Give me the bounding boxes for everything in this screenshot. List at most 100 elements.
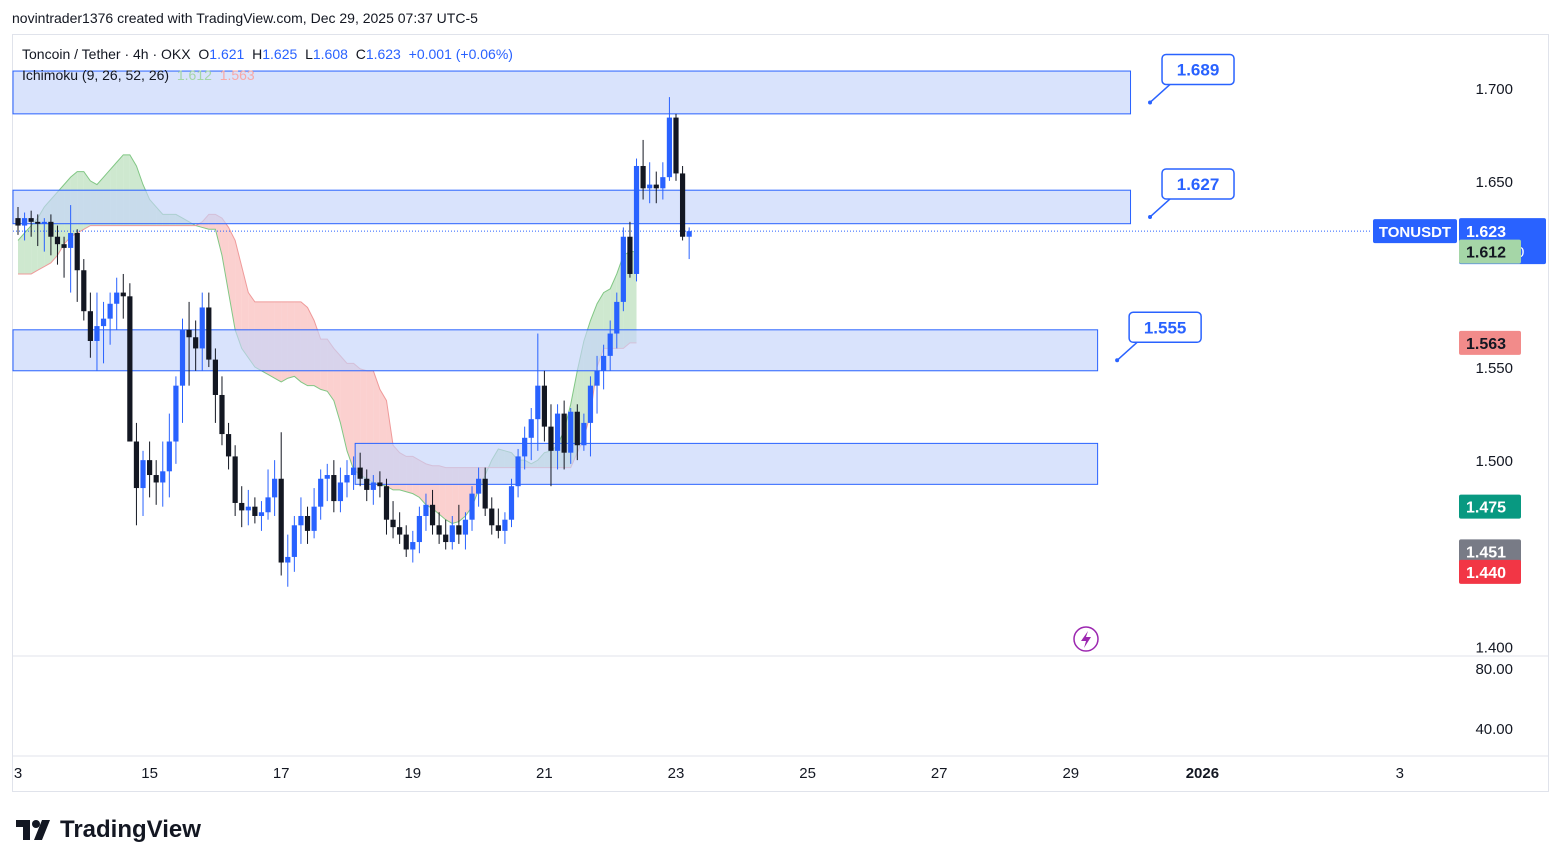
candle-bearish bbox=[219, 394, 225, 435]
callout-anchor bbox=[1148, 100, 1153, 105]
candle-bullish bbox=[476, 478, 482, 494]
callout-anchor bbox=[1115, 358, 1120, 363]
candle-bearish bbox=[193, 337, 199, 349]
candle-bearish bbox=[212, 359, 218, 395]
candle-bearish bbox=[377, 482, 383, 487]
candle-bearish bbox=[225, 434, 232, 457]
tradingview-logo[interactable]: TradingView bbox=[16, 816, 201, 844]
candle-bearish bbox=[186, 329, 192, 338]
candle-bullish bbox=[462, 519, 469, 535]
indicator-legend[interactable]: Ichimoku (9, 26, 52, 26) 1.612 1.563 bbox=[22, 67, 255, 83]
change-value: +0.001 (+0.06%) bbox=[408, 46, 513, 62]
ichimoku-cloud-segment bbox=[347, 363, 354, 470]
x-tick-label: 27 bbox=[931, 765, 948, 782]
candle-bullish bbox=[285, 556, 291, 563]
candle-bullish bbox=[554, 413, 561, 451]
candle-bullish bbox=[140, 460, 146, 489]
oscillator-tick-label: 80.00 bbox=[1475, 661, 1513, 678]
candle-bullish bbox=[416, 515, 422, 543]
ichimoku-cloud-segment bbox=[215, 214, 222, 256]
candle-bullish bbox=[337, 482, 344, 502]
candle-bullish bbox=[502, 519, 508, 531]
candle-bearish bbox=[489, 508, 495, 526]
candle-bearish bbox=[304, 515, 311, 531]
candle-bullish bbox=[350, 467, 357, 476]
candle-bullish bbox=[614, 301, 620, 334]
price-axis-tag bbox=[1459, 539, 1521, 564]
ichimoku-cloud-segment bbox=[18, 233, 25, 274]
candle-bearish bbox=[87, 311, 93, 341]
price-axis-tag-label: 1.612 bbox=[1466, 245, 1506, 262]
candle-bearish bbox=[232, 456, 238, 503]
support-resistance-zone bbox=[12, 189, 1132, 225]
candle-bearish bbox=[482, 478, 488, 509]
candle-bullish bbox=[94, 326, 100, 341]
candle-bullish bbox=[298, 515, 304, 526]
low-value: 1.608 bbox=[312, 46, 348, 62]
candle-bullish bbox=[179, 329, 186, 386]
price-axis-tag-label: 1.451 bbox=[1466, 544, 1506, 561]
candle-bearish bbox=[429, 504, 436, 526]
support-resistance-zone bbox=[12, 329, 1099, 372]
candle-bullish bbox=[528, 419, 534, 438]
ichimoku-cloud-segment bbox=[31, 218, 38, 274]
oscillator-tick-label: 40.00 bbox=[1475, 721, 1513, 738]
candle-bullish bbox=[370, 482, 376, 490]
ichimoku-cloud-segment bbox=[24, 225, 32, 274]
callout-box bbox=[1161, 53, 1235, 86]
candle-bearish bbox=[679, 173, 686, 237]
symbol-name[interactable]: Toncoin / Tether · 4h · OKX bbox=[22, 46, 191, 62]
candle-bullish bbox=[311, 506, 317, 531]
candle-bullish bbox=[100, 318, 107, 327]
callout-anchor bbox=[1148, 214, 1153, 219]
callout-pointer bbox=[1149, 198, 1171, 218]
ichimoku-cloud-segment bbox=[629, 251, 637, 343]
candle-bullish bbox=[535, 385, 541, 420]
price-axis-tag-label: 1.475 bbox=[1466, 500, 1506, 517]
open-value: 1.621 bbox=[209, 46, 245, 62]
callout-box bbox=[1128, 311, 1202, 344]
symbol-price-tag-label: TONUSDT bbox=[1379, 224, 1451, 241]
price-axis-tag-label: 1.563 bbox=[1466, 336, 1506, 353]
candle-bullish bbox=[633, 165, 640, 274]
candle-bearish bbox=[153, 475, 159, 483]
candle-bearish bbox=[574, 411, 580, 446]
open-label: O bbox=[198, 46, 210, 62]
x-tick-label: 2026 bbox=[1186, 765, 1219, 782]
candle-bearish bbox=[54, 236, 61, 245]
ichimoku-cloud-segment bbox=[228, 227, 236, 330]
candle-bearish bbox=[147, 460, 153, 476]
support-resistance-zone bbox=[354, 442, 1099, 485]
y-tick-label: 1.400 bbox=[1475, 639, 1513, 656]
close-label: C bbox=[355, 46, 366, 62]
candle-bearish bbox=[548, 426, 554, 451]
callout-box bbox=[1161, 168, 1235, 200]
candle-bullish bbox=[344, 475, 350, 483]
candle-bullish bbox=[68, 233, 74, 248]
candle-bullish bbox=[245, 506, 251, 511]
indicator-name[interactable]: Ichimoku (9, 26, 52, 26) bbox=[22, 67, 170, 83]
price-chart[interactable]: 1.689 1.627 1.555 1.700 1.650 1.550 1.500 1.400… bbox=[0, 0, 1563, 800]
candle-bearish bbox=[127, 296, 133, 442]
candle-bullish bbox=[21, 218, 28, 226]
candle-bearish bbox=[81, 270, 87, 312]
indicator-span-b: 1.563 bbox=[219, 67, 255, 83]
candle-bearish bbox=[239, 502, 245, 511]
candle-bullish bbox=[449, 525, 455, 543]
candle-bullish bbox=[647, 184, 653, 189]
candle-bullish bbox=[410, 542, 416, 550]
x-tick-label: 21 bbox=[536, 765, 553, 782]
candle-bearish bbox=[252, 506, 258, 516]
candle-bearish bbox=[627, 236, 633, 274]
candle-bearish bbox=[640, 165, 646, 189]
candle-bullish bbox=[620, 236, 626, 302]
x-tick-label: 25 bbox=[799, 765, 816, 782]
candle-bullish bbox=[587, 385, 594, 423]
price-axis-tag-label: 1.440 bbox=[1466, 565, 1506, 582]
symbol-legend[interactable]: Toncoin / Tether · 4h · OKX O1.621 H1.62… bbox=[22, 46, 513, 62]
low-label: L bbox=[305, 46, 313, 62]
close-value: 1.623 bbox=[365, 46, 401, 62]
callout-label: 1.555 bbox=[1144, 318, 1187, 337]
x-tick-label: 3 bbox=[1396, 765, 1404, 782]
candle-bullish bbox=[515, 456, 521, 487]
